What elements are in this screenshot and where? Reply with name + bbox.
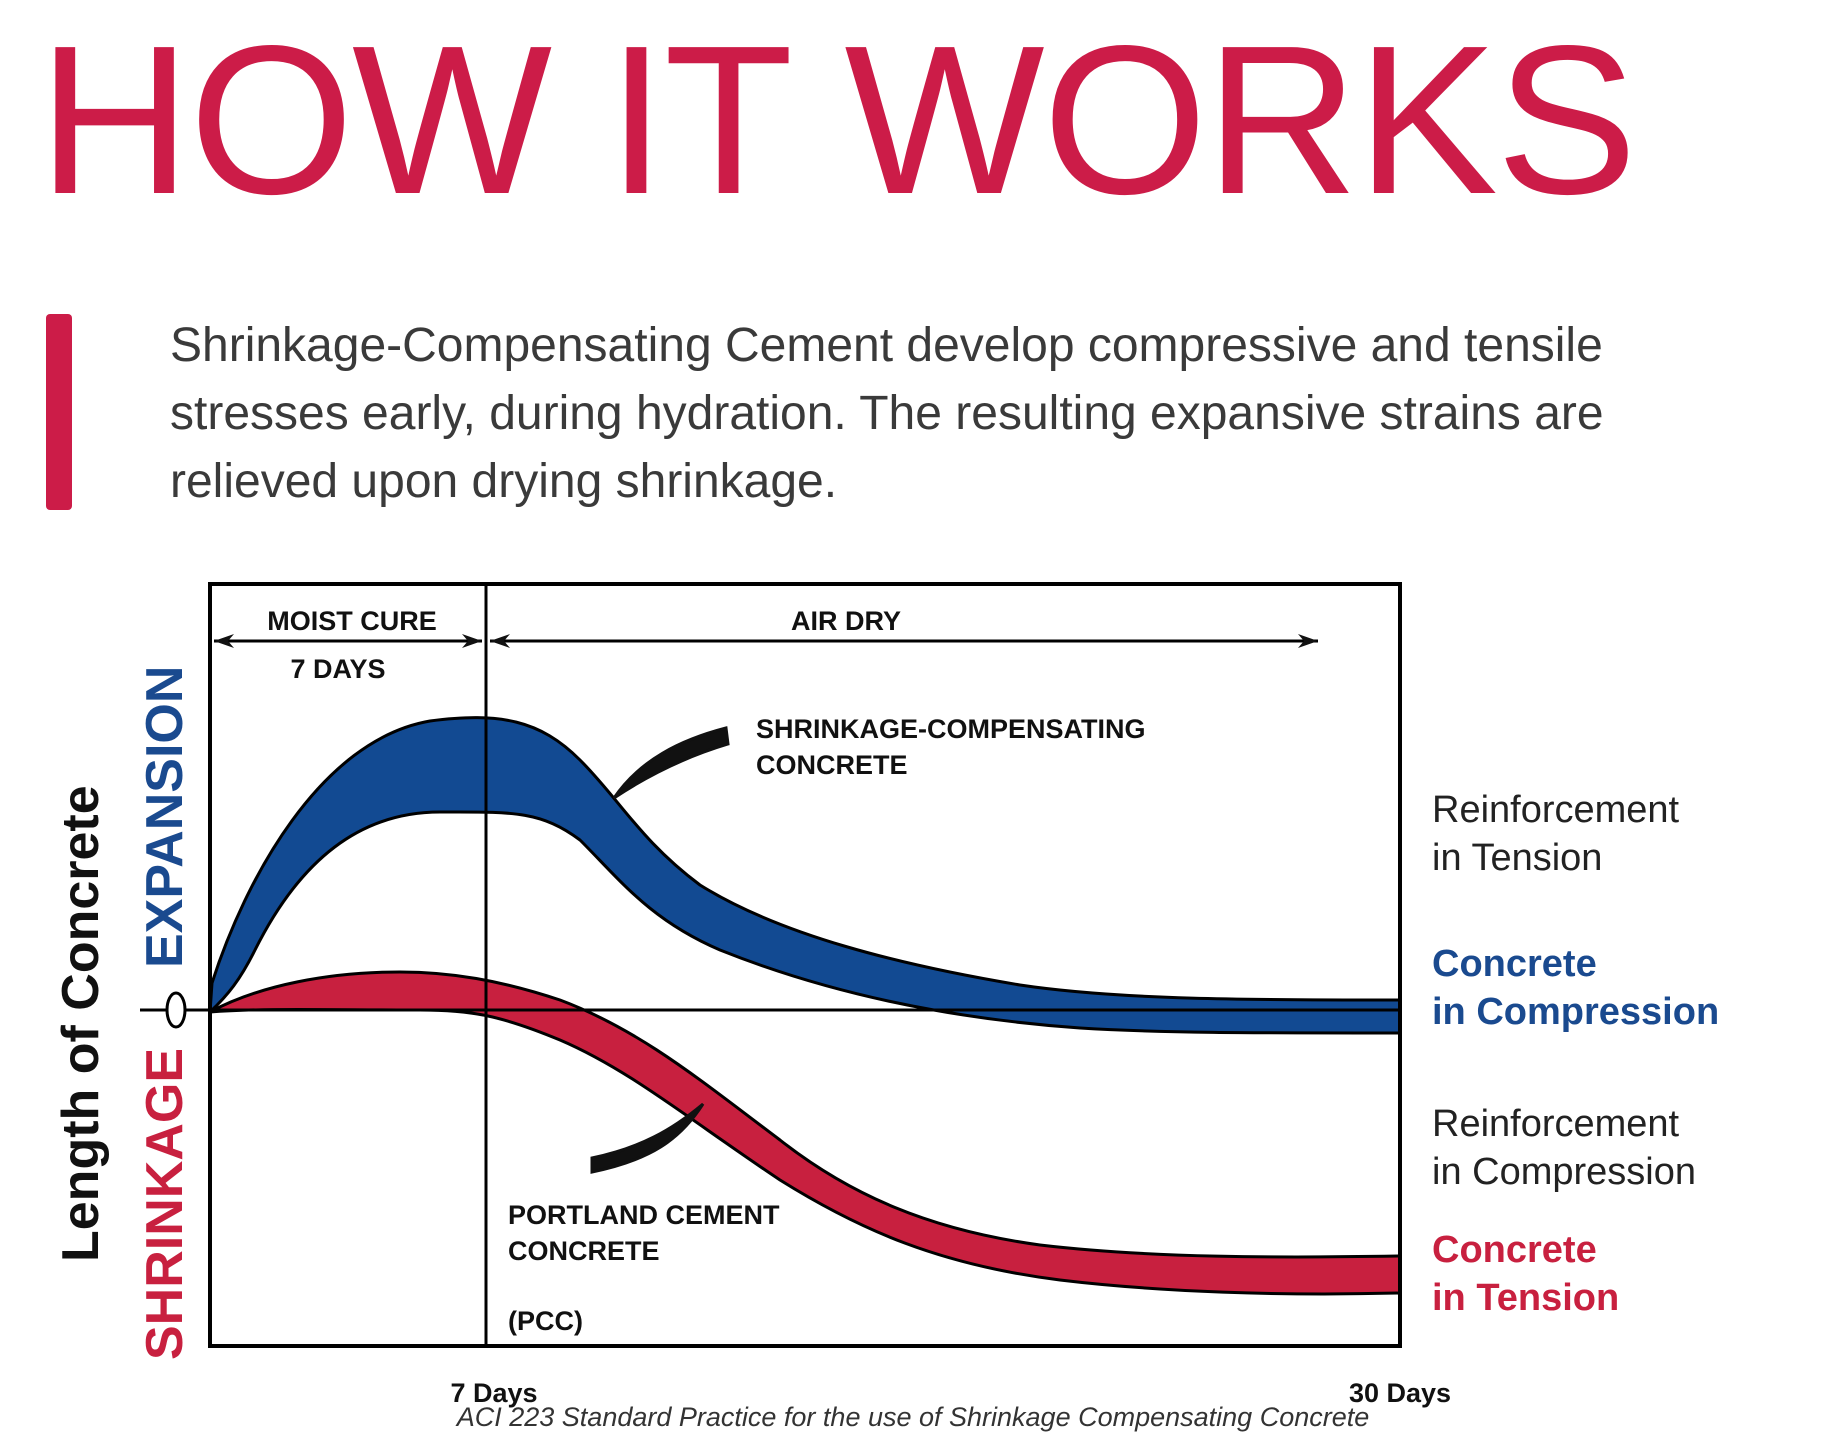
label-line: in Tension bbox=[1432, 1277, 1620, 1319]
shrinkage-label: SHRINKAGE bbox=[136, 1048, 194, 1360]
shrinkage-compensating-band-fill bbox=[208, 716, 1402, 1035]
source-citation: ACI 223 Standard Practice for the use of… bbox=[456, 1402, 1370, 1432]
moist-cure-days-label: 7 DAYS bbox=[290, 654, 385, 684]
intro-line: stresses early, during hydration. The re… bbox=[170, 387, 1604, 440]
air-dry-label: AIR DRY bbox=[791, 606, 901, 636]
label-line: in Compression bbox=[1432, 1151, 1696, 1193]
pcc-callout-pointer bbox=[590, 1102, 705, 1174]
accent-bar bbox=[46, 314, 72, 510]
label-line: in Tension bbox=[1432, 837, 1603, 879]
label-line: Concrete bbox=[1432, 1229, 1597, 1271]
reinforcement-in-compression-label: Reinforcement in Compression bbox=[1432, 1100, 1696, 1196]
sc-label-line1: SHRINKAGE-COMPENSATING bbox=[756, 714, 1146, 744]
sc-label-line2: CONCRETE bbox=[756, 750, 908, 780]
intro-line: relieved upon drying shrinkage. bbox=[170, 455, 838, 508]
reinforcement-in-tension-label: Reinforcement in Tension bbox=[1432, 786, 1679, 882]
concrete-in-compression-label: Concrete in Compression bbox=[1432, 940, 1719, 1036]
pcc-label-line2: CONCRETE bbox=[508, 1236, 660, 1266]
x-tick-7-days: 7 Days bbox=[450, 1378, 537, 1408]
pcc-label-line1: PORTLAND CEMENT bbox=[508, 1200, 780, 1230]
x-tick-30-days: 30 Days bbox=[1349, 1378, 1451, 1408]
plot-frame bbox=[208, 582, 1402, 1348]
label-line: Reinforcement bbox=[1432, 789, 1680, 831]
zero-marker bbox=[165, 991, 187, 1029]
label-line: Reinforcement bbox=[1432, 1103, 1680, 1145]
concrete-in-tension-label: Concrete in Tension bbox=[1432, 1226, 1619, 1322]
sc-callout-pointer bbox=[612, 726, 730, 800]
page-title: HOW IT WORKS bbox=[38, 1, 1637, 238]
y-axis-label: Length of Concrete bbox=[52, 785, 110, 1262]
moist-cure-label: MOIST CURE bbox=[267, 606, 437, 636]
pcc-abbrev-label: (PCC) bbox=[508, 1306, 583, 1336]
label-line: in Compression bbox=[1432, 991, 1720, 1033]
intro-paragraph: Shrinkage-Compensating Cement develop co… bbox=[170, 312, 1770, 516]
label-line: Concrete bbox=[1432, 943, 1597, 985]
zero-glyph: 0 bbox=[176, 1018, 177, 1020]
expansion-label: EXPANSION bbox=[136, 666, 194, 968]
intro-line: Shrinkage-Compensating Cement develop co… bbox=[170, 319, 1603, 372]
